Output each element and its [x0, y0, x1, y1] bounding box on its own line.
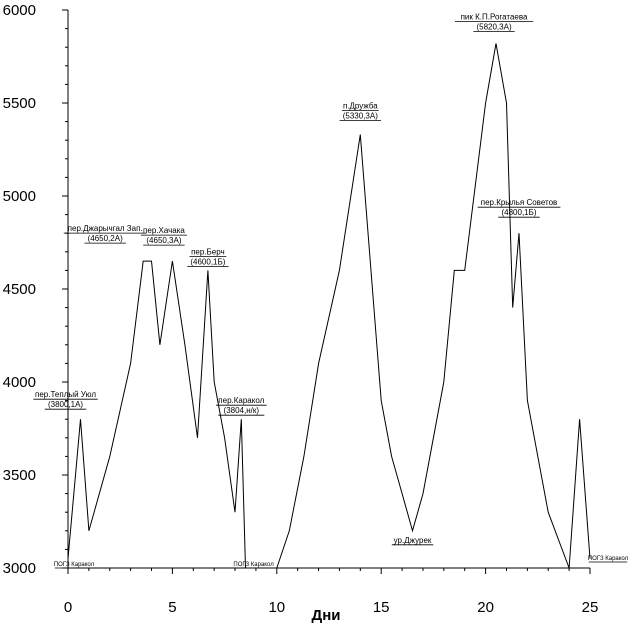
annotation-name: пер.Теплый Уюл — [35, 390, 96, 399]
x-ticks: 0 5 10 15 20 25 — [64, 568, 599, 616]
annotation-label: пер.Берч(4600,1Б) — [187, 247, 229, 267]
start-end-label: ПОГЗ Каракол — [588, 556, 629, 562]
annotation-name: п.Дружба — [343, 102, 378, 111]
annotation-name: пер.Джарычгал Зап. — [68, 224, 143, 233]
annotation-value: (5820,3А) — [476, 22, 511, 31]
y-tick-label: 3500 — [3, 467, 36, 484]
annotation-name: пик К.П.Рогатаева — [461, 12, 528, 21]
start-end-label: ПОГЗ Каракол — [233, 562, 274, 568]
annotation-label: пер.Хачака(4650,3А) — [140, 226, 187, 246]
start-end-labels: ПОГЗ Каракол ПОГЗ Каракол ПОГЗ Каракол — [54, 556, 629, 569]
annotation-value: (4600,1Б) — [190, 257, 225, 266]
x-tick-label: 10 — [268, 599, 285, 616]
annotation-label: п.Дружба(5330,3А) — [339, 102, 382, 122]
annotation-value: (4650,2А) — [88, 234, 123, 243]
y-tick-label: 3000 — [3, 560, 36, 577]
x-axis-title: Дни — [312, 607, 341, 624]
y-ticks: 3000 3500 4000 4500 5000 5500 6000 — [3, 2, 68, 577]
annotation-name: ур.Джурек — [394, 536, 432, 545]
y-tick-label: 5000 — [3, 188, 36, 205]
annotation-label: пик К.П.Рогатаева(5820,3А) — [454, 12, 534, 32]
y-tick-label: 5500 — [3, 95, 36, 112]
annotation-name: пер.Хачака — [143, 226, 185, 235]
annotation-label: пер.Теплый Уюл(3800,1А) — [33, 390, 98, 410]
annotation-value: (5330,3А) — [343, 112, 378, 121]
annotation-label: пер.Джарычгал Зап.(4650,2А) — [63, 224, 147, 244]
x-tick-label: 20 — [477, 599, 494, 616]
y-tick-label: 6000 — [3, 2, 36, 19]
x-tick-label: 0 — [64, 599, 72, 616]
x-tick-label: 15 — [373, 599, 390, 616]
annotation-label: пер.Каракол(3804,н/к) — [216, 396, 267, 416]
start-end-label: ПОГЗ Каракол — [54, 562, 95, 568]
annotation-value: (4650,3А) — [146, 236, 181, 245]
y-tick-label: 4500 — [3, 281, 36, 298]
annotation-label: пер.Крылья Советов(4800,1Б) — [477, 198, 561, 218]
x-tick-label: 25 — [582, 599, 599, 616]
x-tick-label: 5 — [168, 599, 176, 616]
series-line — [67, 43, 591, 569]
annotation-name: пер.Каракол — [218, 396, 264, 405]
annotation-value: (3804,н/к) — [224, 406, 260, 415]
annotation-name: пер.Крылья Советов — [481, 198, 558, 207]
annotation-name: пер.Берч — [191, 247, 225, 256]
annotation-label: ур.Джурек — [391, 536, 434, 546]
annotation-value: (3800,1А) — [48, 400, 83, 409]
annotation-value: (4800,1Б) — [501, 208, 536, 217]
annotations: пер.Теплый Уюл(3800,1А) пер.Джарычгал Зап… — [33, 12, 561, 546]
y-tick-label: 4000 — [3, 374, 36, 391]
